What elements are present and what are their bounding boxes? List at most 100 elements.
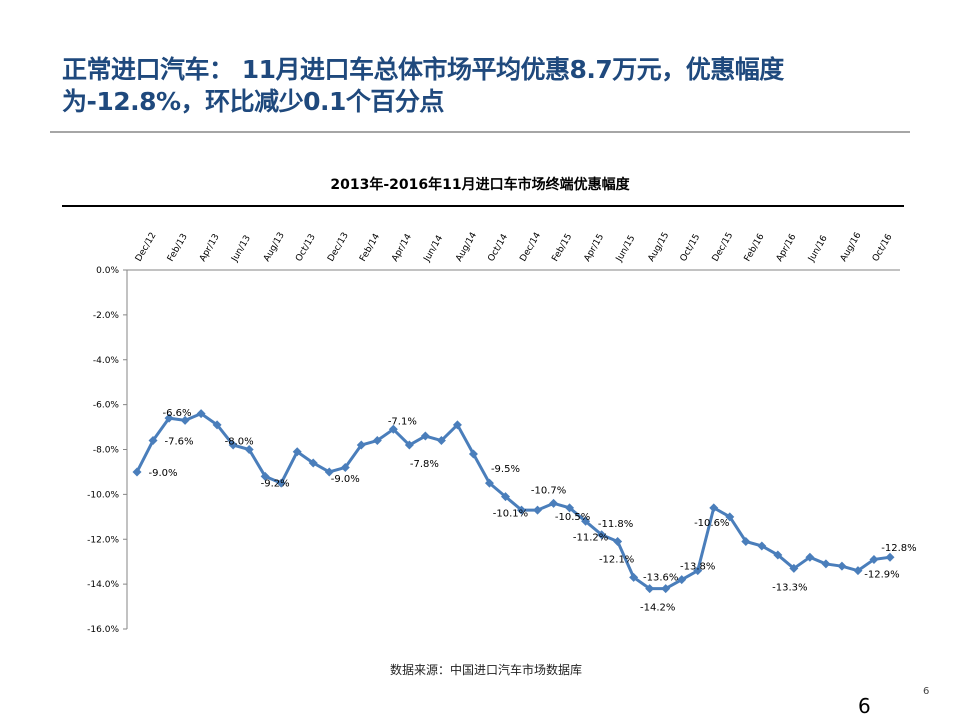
data-point: [629, 572, 639, 582]
data-point: [164, 413, 174, 423]
data-label: -9.2%: [261, 478, 290, 489]
x-tick-label: Oct/13: [294, 232, 318, 263]
data-point: [565, 503, 575, 513]
x-tick-label: Jun/16: [806, 234, 830, 265]
y-tick-label: -16.0%: [87, 625, 119, 635]
chart-title: 2013年-2016年11月进口车市场终端优惠幅度: [330, 177, 630, 193]
data-point: [228, 440, 238, 450]
x-tick-label: Feb/16: [743, 232, 767, 264]
data-point: [388, 424, 398, 434]
data-point: [773, 550, 783, 560]
data-point: [549, 498, 559, 508]
x-tick-label: Apr/16: [775, 232, 799, 263]
data-label: -12.8%: [881, 543, 916, 554]
data-point: [853, 566, 863, 576]
data-point: [821, 559, 831, 569]
data-label: -14.2%: [640, 603, 675, 614]
data-label: -12.9%: [864, 569, 899, 580]
x-tick-label: Dec/13: [326, 231, 351, 264]
data-point: [741, 536, 751, 546]
data-point: [132, 467, 142, 477]
data-point: [709, 503, 719, 513]
data-label: -11.8%: [598, 519, 633, 530]
data-label: -13.6%: [643, 573, 678, 584]
data-point: [581, 516, 591, 526]
y-tick-label: -2.0%: [93, 311, 120, 321]
data-point: [533, 505, 543, 515]
data-point: [517, 505, 527, 515]
data-label: -13.3%: [772, 582, 807, 593]
data-point: [372, 436, 382, 446]
data-point: [789, 563, 799, 573]
x-tick-label: Feb/15: [550, 232, 574, 263]
data-label: -10.6%: [694, 518, 729, 529]
data-point: [869, 554, 879, 564]
slide-title: 正常进口汽车： 11月进口车总体市场平均优惠8.7万元，优惠幅度为-12.8%，…: [62, 55, 784, 116]
x-tick-label: Oct/16: [871, 232, 895, 263]
data-point: [196, 409, 206, 419]
y-tick-label: -6.0%: [93, 401, 120, 411]
x-tick-label: Feb/13: [166, 232, 190, 263]
data-label: -12.1%: [599, 554, 634, 565]
data-point: [484, 478, 494, 488]
data-point: [340, 462, 350, 472]
data-point: [500, 492, 510, 502]
data-label: -7.8%: [410, 459, 439, 470]
x-tick-label: Jun/14: [422, 234, 446, 265]
y-tick-label: -4.0%: [93, 356, 120, 366]
x-tick-label: Dec/15: [711, 231, 736, 264]
data-point: [597, 530, 607, 540]
data-point: [837, 561, 847, 571]
y-tick-label: -14.0%: [87, 580, 119, 590]
data-label: -8.0%: [225, 437, 254, 448]
y-tick-label: -10.0%: [87, 490, 119, 500]
x-tick-label: Feb/14: [358, 232, 382, 264]
x-tick-label: Dec/14: [518, 231, 543, 264]
data-point: [645, 584, 655, 594]
x-tick-label: Aug/13: [262, 231, 287, 264]
data-label: -10.1%: [493, 509, 528, 520]
data-point: [404, 440, 414, 450]
data-label: -6.6%: [163, 408, 192, 419]
x-tick-label: Aug/16: [839, 230, 864, 263]
page-number: 6: [858, 694, 871, 718]
data-point: [324, 467, 334, 477]
x-tick-label: Oct/15: [679, 232, 703, 263]
data-point: [468, 449, 478, 459]
slide-number: 6: [923, 686, 930, 697]
data-point: [452, 420, 462, 430]
chart-title-divider: [62, 205, 904, 207]
y-tick-label: -12.0%: [87, 535, 119, 545]
x-tick-label: Jun/13: [230, 234, 253, 265]
x-tick-label: Apr/13: [198, 232, 222, 263]
x-tick-label: Oct/14: [486, 232, 510, 263]
data-point: [661, 584, 671, 594]
data-point: [677, 575, 687, 585]
data-point: [693, 566, 703, 576]
data-label: -10.5%: [555, 512, 590, 523]
data-point: [148, 436, 158, 446]
x-tick-label: Apr/15: [583, 232, 607, 263]
data-point: [613, 536, 623, 546]
data-point: [725, 512, 735, 522]
title-divider: [50, 131, 910, 133]
data-point: [885, 552, 895, 562]
data-label: -9.0%: [331, 474, 360, 485]
data-point: [292, 447, 302, 457]
data-point: [180, 415, 190, 425]
data-label: -7.6%: [165, 437, 194, 448]
data-point: [308, 458, 318, 468]
x-tick-label: Dec/12: [134, 231, 159, 264]
data-label: -11.2%: [573, 532, 608, 543]
data-label: -7.1%: [388, 416, 417, 427]
x-tick-label: Aug/15: [647, 231, 672, 264]
x-tick-label: Aug/14: [454, 230, 479, 263]
y-tick-label: -8.0%: [93, 446, 120, 456]
data-point: [212, 420, 222, 430]
x-tick-label: Apr/14: [390, 232, 414, 263]
data-point: [260, 471, 270, 481]
x-tick-label: Jun/15: [614, 234, 637, 265]
data-point: [757, 541, 767, 551]
data-label: -9.5%: [491, 464, 520, 475]
data-label: -9.0%: [148, 468, 177, 479]
